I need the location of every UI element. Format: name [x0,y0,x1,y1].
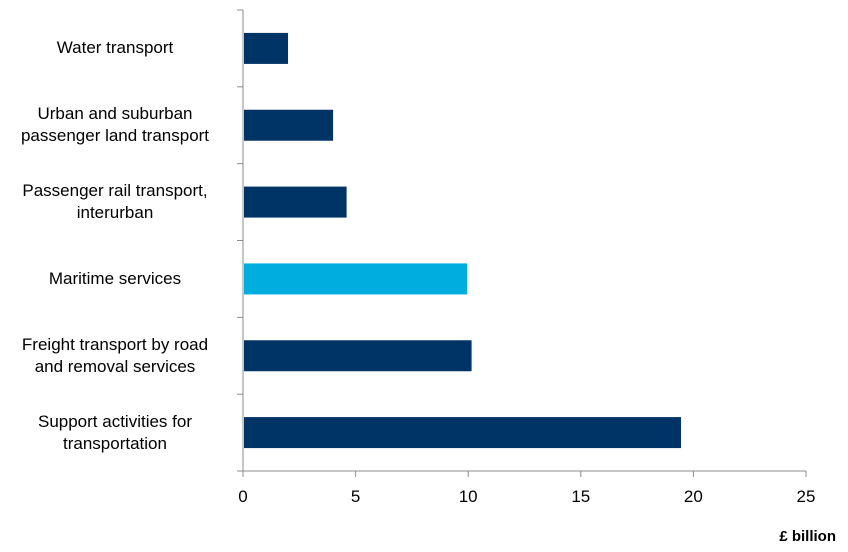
x-tick-label-5: 25 [796,487,816,506]
bar-4 [244,340,472,372]
category-label-1: Urban and suburban passenger land transp… [20,104,210,146]
category-label-2: Passenger rail transport, interurban [22,181,208,223]
bar-5 [244,417,682,449]
x-tick-label-0: 0 [238,487,248,506]
x-tick-label-3: 15 [571,487,591,506]
bar-2 [244,186,347,218]
bar-1 [244,109,334,141]
bar-3 [244,263,468,295]
axes-group [237,9,807,477]
x-tick-label-1: 5 [350,487,361,506]
category-label-3: Maritime services [48,268,182,288]
category-label-5: Support activities for transportation [37,411,192,453]
x-axis-unit-label: £ billion [779,528,836,545]
bars-group [244,32,682,449]
category-label-4: Freight transport by road and removal se… [21,334,209,376]
x-tick-label-2: 10 [458,487,478,506]
bar-0 [244,32,289,64]
category-label-0: Water transport [56,38,174,58]
x-tick-label-4: 20 [683,487,703,506]
